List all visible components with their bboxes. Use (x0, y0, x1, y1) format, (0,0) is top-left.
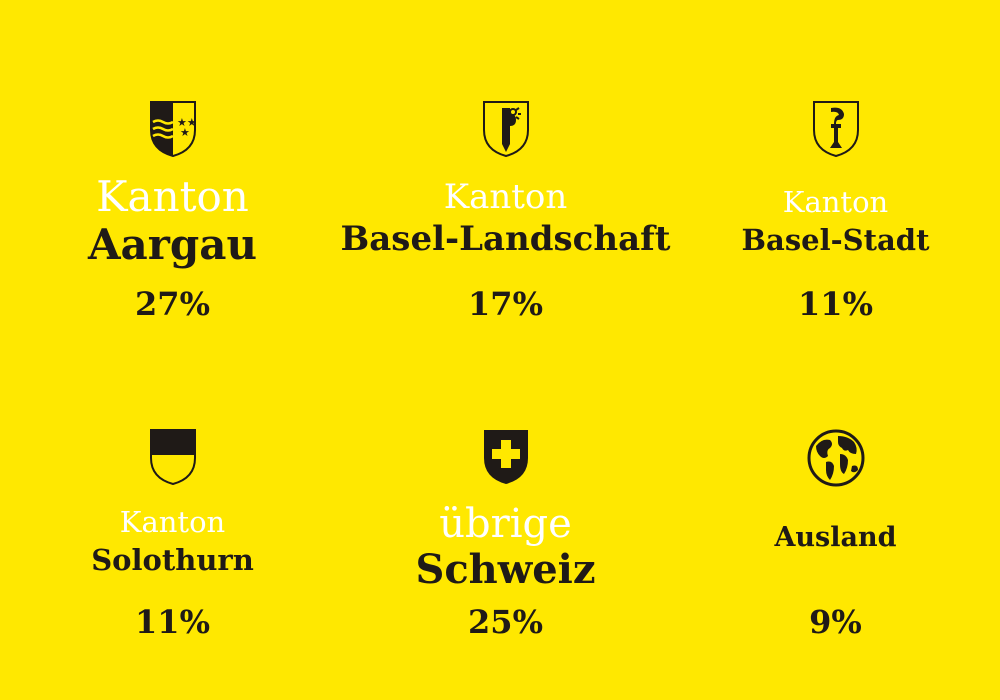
basel-landschaft-coat-of-arms-icon (482, 101, 529, 158)
aargau-coat-of-arms-icon: ★★ ★ (149, 101, 197, 158)
region-basel-landschaft: Kanton Basel-Landschaft 17% (339, 100, 672, 330)
region-aargau: ★★ ★ Kanton Aargau 27% (6, 100, 339, 330)
region-solothurn: Kanton Solothurn 11% (6, 428, 339, 648)
swiss-cross-shield-icon (483, 430, 528, 484)
region-label-line2: Solothurn (91, 543, 254, 577)
region-label-line1: übrige (439, 501, 572, 547)
region-percentage: 25% (468, 603, 543, 641)
region-label-line1: Kanton (119, 505, 226, 539)
region-percentage: 9% (809, 603, 862, 641)
basel-stadt-coat-of-arms-icon (812, 101, 859, 158)
region-uebrige-schweiz: übrige Schweiz 25% (339, 428, 672, 648)
svg-text:★★: ★★ (177, 116, 197, 129)
svg-text:★: ★ (180, 126, 190, 139)
region-ausland: Ausland 9% (669, 428, 1000, 648)
region-label-line2: Schweiz (415, 546, 596, 593)
region-label-line1: Kanton (443, 177, 568, 217)
region-percentage: 11% (135, 603, 210, 641)
region-label-line2: Basel-Stadt (741, 223, 930, 257)
region-label-line1: Kanton (96, 172, 249, 221)
globe-icon (807, 429, 864, 487)
solothurn-coat-of-arms-icon (149, 429, 196, 486)
region-label-line1: Kanton (782, 185, 889, 219)
region-label-line2: Ausland (774, 522, 897, 553)
region-percentage: 27% (135, 285, 210, 323)
region-percentage: 11% (798, 285, 873, 323)
region-label-line2: Aargau (87, 220, 258, 269)
region-percentage: 17% (468, 285, 543, 323)
region-label-line2: Basel-Landschaft (340, 219, 671, 259)
region-basel-stadt: Kanton Basel-Stadt 11% (669, 100, 1000, 330)
